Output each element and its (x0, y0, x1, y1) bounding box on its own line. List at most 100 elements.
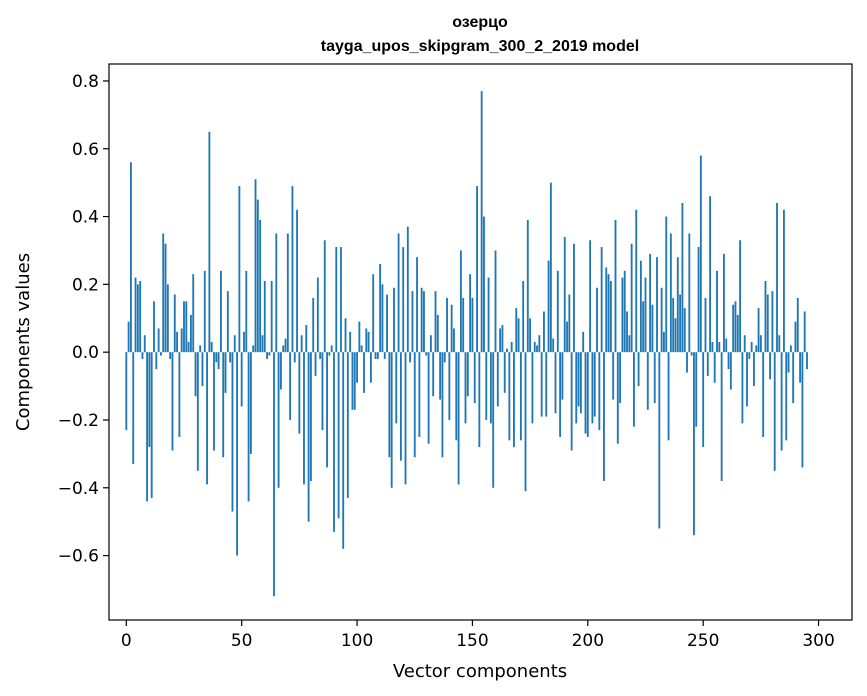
bar-119 (399, 352, 402, 461)
bar-198 (582, 331, 585, 353)
bar-194 (573, 243, 575, 353)
bar-127 (418, 352, 421, 437)
y-tick-label: 0.4 (72, 208, 99, 228)
bar-86 (323, 240, 326, 353)
bar-55 (252, 345, 255, 353)
bar-190 (563, 236, 566, 353)
bar-167 (510, 342, 513, 353)
bar-12 (153, 301, 155, 353)
bar-158 (489, 352, 492, 424)
bar-197 (579, 352, 582, 414)
bar-136 (439, 352, 442, 400)
bar-75 (298, 352, 301, 434)
bar-28 (189, 314, 192, 353)
bar-145 (459, 250, 462, 353)
y-axis-ticks: −0.6 −0.4 −0.2 0.0 0.2 0.4 0.6 0.8 (58, 72, 109, 567)
bar-155 (483, 216, 485, 353)
x-tick-label: 200 (572, 631, 604, 651)
bar-13 (155, 352, 158, 370)
bar-71 (289, 352, 292, 420)
bar-26 (185, 301, 188, 353)
bar-228 (651, 304, 654, 353)
bar-92 (337, 352, 340, 519)
bar-80 (309, 352, 312, 481)
bar-91 (335, 247, 338, 353)
bar-17 (164, 243, 167, 353)
bar-121 (404, 352, 407, 485)
bar-139 (446, 297, 448, 353)
bar-87 (326, 352, 328, 468)
bar-276 (762, 352, 765, 437)
bar-131 (427, 352, 430, 444)
bar-284 (780, 352, 783, 451)
bar-40 (217, 352, 220, 370)
bar-115 (390, 352, 393, 488)
bar-58 (259, 219, 262, 353)
bar-149 (469, 274, 472, 353)
bar-177 (533, 342, 536, 353)
bar-24 (180, 328, 183, 353)
bar-18 (166, 284, 169, 353)
bar-234 (665, 216, 668, 353)
bar-102 (360, 345, 363, 353)
bar-93 (339, 247, 342, 353)
bar-254 (711, 342, 714, 353)
bar-218 (628, 335, 631, 353)
bar-240 (679, 294, 682, 353)
bar-82 (314, 352, 317, 376)
bar-5 (136, 284, 139, 353)
bar-163 (501, 325, 504, 353)
bar-48 (236, 352, 238, 556)
bar-9 (146, 352, 148, 502)
bar-182 (545, 352, 548, 417)
bar-282 (776, 203, 778, 353)
bar-161 (496, 352, 499, 407)
bar-100 (356, 352, 358, 383)
bar-46 (231, 352, 234, 512)
bar-205 (598, 352, 601, 431)
bar-178 (536, 345, 538, 353)
bar-27 (187, 342, 190, 353)
x-tick-label: 250 (687, 631, 719, 651)
bar-134 (434, 291, 437, 353)
bar-255 (713, 352, 716, 383)
bar-83 (316, 277, 319, 353)
bar-246 (693, 352, 695, 536)
bar-120 (402, 247, 405, 353)
bar-281 (773, 352, 776, 471)
bar-287 (787, 352, 790, 373)
bar-29 (192, 274, 195, 353)
bar-239 (676, 257, 679, 353)
bar-213 (616, 352, 619, 444)
bar-221 (635, 209, 638, 353)
bar-183 (547, 260, 550, 353)
bar-63 (270, 280, 273, 353)
bar-293 (801, 352, 804, 468)
bar-142 (453, 328, 455, 353)
chart-title: озерцо (452, 14, 508, 31)
bar-251 (704, 297, 707, 353)
y-tick-label: −0.4 (58, 479, 99, 499)
bar-249 (699, 155, 702, 353)
x-tick-label: 300 (802, 631, 834, 651)
bar-61 (266, 352, 268, 359)
bar-108 (374, 352, 377, 359)
bar-154 (480, 91, 483, 353)
bar-118 (397, 233, 400, 353)
bar-117 (395, 352, 398, 424)
bar-223 (639, 260, 642, 353)
bar-1 (127, 321, 130, 353)
bar-132 (429, 335, 432, 353)
bar-44 (226, 291, 229, 353)
bar-199 (584, 352, 587, 434)
bar-8 (143, 335, 146, 353)
bar-212 (614, 219, 617, 353)
bar-232 (660, 287, 663, 353)
bar-179 (538, 335, 541, 353)
bar-196 (577, 352, 580, 407)
bar-172 (522, 280, 525, 353)
bar-111 (381, 284, 384, 353)
bar-147 (464, 352, 467, 424)
bar-105 (367, 331, 370, 353)
bar-238 (674, 318, 677, 353)
